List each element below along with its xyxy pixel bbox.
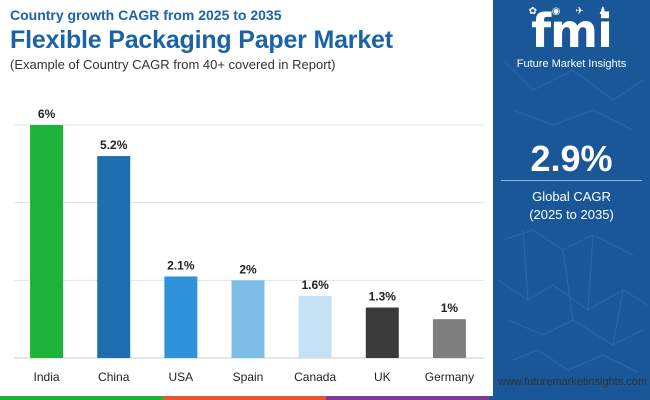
global-cagr-label: Global CAGR (2025 to 2035): [493, 188, 650, 224]
logo-mark: fmi: [531, 4, 613, 58]
bar-chart: 6% India 5.2% China 2.1% USA 2% Spain 1.6% Canada…: [14, 107, 484, 384]
data-label-germany: 1%: [441, 301, 459, 315]
logo-text: Future Market Insights: [516, 58, 627, 70]
footer-bar-blue: [489, 396, 650, 400]
panel-pattern-decoration: [497, 59, 649, 373]
data-label-spain: 2%: [239, 262, 257, 276]
bar-uk: [365, 307, 399, 358]
footer-bar-orange: [163, 396, 326, 400]
x-tick-label-usa: USA: [169, 370, 194, 384]
chart-title: Flexible Packaging Paper Market: [10, 26, 393, 54]
bar-spain: [231, 280, 265, 358]
chart-note: (Example of Country CAGR from 40+ covere…: [10, 57, 336, 72]
bar-usa: [164, 276, 198, 358]
footer-bar-purple: [326, 396, 489, 400]
data-label-india: 6%: [38, 107, 56, 121]
global-cagr-label-line2: (2025 to 2035): [529, 207, 614, 222]
x-tick-label-india: India: [34, 370, 60, 384]
data-label-china: 5.2%: [100, 138, 128, 152]
bar-india: [30, 125, 64, 358]
global-cagr-label-line1: Global CAGR: [532, 189, 611, 204]
data-label-uk: 1.3%: [369, 290, 397, 304]
bar-china: [97, 156, 131, 358]
x-tick-label-canada: Canada: [294, 370, 336, 384]
chart-subtitle: Country growth CAGR from 2025 to 2035: [10, 7, 282, 23]
footer-bar-green: [0, 396, 163, 400]
x-tick-label-uk: UK: [374, 370, 391, 384]
website-url: www.futuremarketinsights.com: [497, 376, 648, 388]
bar-canada: [298, 295, 332, 358]
x-tick-label-germany: Germany: [425, 370, 474, 384]
header: Country growth CAGR from 2025 to 2035 Fl…: [10, 6, 490, 73]
x-tick-label-china: China: [98, 370, 130, 384]
x-tick-label-spain: Spain: [233, 370, 264, 384]
panel-divider: [501, 180, 642, 181]
global-cagr-value: 2.9%: [530, 138, 613, 179]
fmi-logo: ✿ ◉ ✈ ♟ fmi Future Market Insights: [493, 4, 650, 71]
data-label-usa: 2.1%: [167, 258, 195, 272]
cagr-panel: ✿ ◉ ✈ ♟ fmi Future Market Insights 2.9% …: [493, 0, 650, 400]
data-label-canada: 1.6%: [301, 278, 329, 292]
logo-icons: ✿ ◉ ✈ ♟: [528, 6, 614, 17]
bar-germany: [432, 319, 466, 358]
